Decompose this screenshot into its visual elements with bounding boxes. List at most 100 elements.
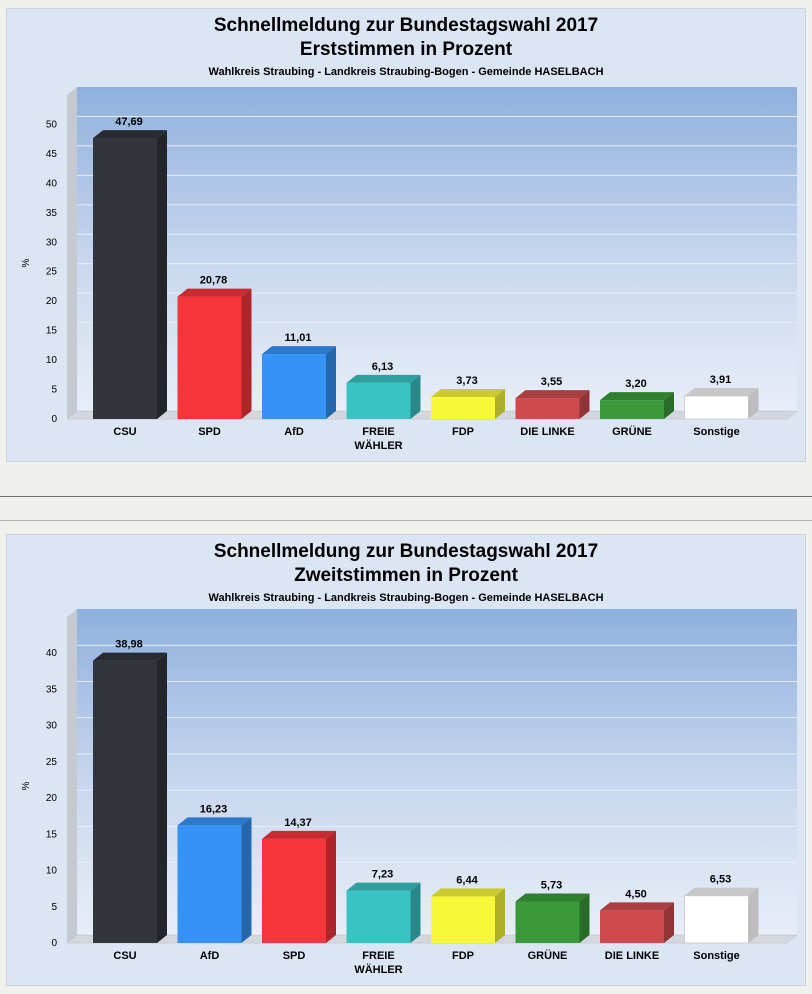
y-tick-label: 40 bbox=[46, 178, 58, 189]
category-label: CSU bbox=[113, 950, 136, 962]
bar-top bbox=[93, 652, 167, 661]
bar-front bbox=[177, 825, 242, 943]
category-label: SPD bbox=[198, 426, 221, 438]
chart-subtitle: Zweitstimmen in Prozent bbox=[294, 565, 518, 586]
bar-spd bbox=[177, 288, 252, 419]
bar-front bbox=[515, 901, 580, 943]
bar-top bbox=[346, 374, 421, 383]
bar-freie-wähler bbox=[346, 374, 421, 419]
chart-panel-erststimmen: Schnellmeldung zur Bundestagswahl 2017 E… bbox=[6, 8, 806, 462]
bar-top bbox=[515, 893, 590, 902]
bar-csu bbox=[93, 130, 167, 419]
value-label: 3,55 bbox=[541, 376, 562, 388]
y-tick-label: 25 bbox=[46, 267, 58, 278]
bar-side bbox=[326, 346, 336, 419]
plot-side-wall bbox=[67, 87, 77, 419]
chart-title: Schnellmeldung zur Bundestagswahl 2017 bbox=[213, 541, 599, 562]
separator-line-lower bbox=[0, 520, 812, 523]
y-tick-label: 30 bbox=[46, 721, 58, 732]
bar-top bbox=[515, 390, 590, 399]
value-label: 47,69 bbox=[115, 116, 143, 128]
bar-front bbox=[346, 382, 411, 419]
y-tick-label: 10 bbox=[46, 866, 58, 877]
value-label: 6,13 bbox=[372, 361, 393, 373]
category-label: FREIE bbox=[362, 950, 394, 962]
value-label: 3,91 bbox=[710, 374, 731, 386]
bar-front bbox=[93, 660, 157, 943]
bar-side bbox=[579, 893, 590, 943]
bar-front bbox=[684, 395, 749, 420]
bar-fdp bbox=[431, 888, 505, 943]
bar-sonstige bbox=[684, 387, 759, 420]
bar-top bbox=[431, 888, 505, 897]
value-label: 3,20 bbox=[625, 378, 646, 390]
bar-top bbox=[177, 817, 252, 826]
bar-front bbox=[600, 400, 664, 419]
category-label: Sonstige bbox=[693, 426, 739, 438]
category-label: DIE LINKE bbox=[520, 426, 574, 438]
y-tick-label: 40 bbox=[46, 648, 58, 659]
bar-freie-wähler bbox=[346, 882, 421, 943]
y-tick-label: 5 bbox=[51, 385, 57, 396]
y-tick-label: 0 bbox=[51, 414, 57, 425]
bar-fdp bbox=[431, 389, 505, 419]
category-label: WÄHLER bbox=[354, 963, 402, 976]
value-label: 5,73 bbox=[541, 879, 562, 891]
chart-region-subtitle: Wahlkreis Straubing - Landkreis Straubin… bbox=[208, 592, 604, 604]
bar-front bbox=[431, 896, 495, 943]
category-label: AfD bbox=[200, 950, 220, 962]
bar-side bbox=[579, 390, 590, 419]
y-tick-label: 20 bbox=[46, 296, 58, 307]
y-tick-label: 30 bbox=[46, 237, 58, 248]
bar-sonstige bbox=[684, 887, 759, 944]
separator-line bbox=[0, 496, 812, 497]
y-tick-label: 20 bbox=[46, 793, 58, 804]
bar-side bbox=[241, 288, 252, 419]
y-tick-label: 45 bbox=[46, 149, 58, 160]
y-tick-label: 15 bbox=[46, 829, 58, 840]
chart-panel-zweitstimmen: Schnellmeldung zur Bundestagswahl 2017 Z… bbox=[6, 534, 806, 986]
y-tick-label: 35 bbox=[46, 684, 58, 695]
bar-front bbox=[177, 296, 242, 419]
bar-die-linke bbox=[515, 390, 590, 419]
category-label: GRÜNE bbox=[612, 425, 652, 438]
chart-subtitle: Erststimmen in Prozent bbox=[299, 39, 513, 60]
bar-top bbox=[684, 387, 759, 396]
y-tick-label: 25 bbox=[46, 757, 58, 768]
bar-front bbox=[600, 910, 664, 943]
bar-front bbox=[515, 398, 580, 419]
value-label: 6,44 bbox=[456, 874, 478, 886]
bar-chart-erststimmen: 0 5 10 15 20 25 30 35 40 45 50% 47,69 CSU 20,78 SPD 11,… bbox=[21, 87, 798, 452]
value-label: 11,01 bbox=[285, 332, 312, 344]
bar-afd bbox=[262, 346, 336, 419]
bar-top bbox=[93, 130, 167, 139]
bar-front bbox=[93, 138, 157, 419]
y-tick-label: 10 bbox=[46, 355, 58, 366]
y-tick-label: 5 bbox=[51, 902, 57, 913]
bar-top bbox=[262, 346, 336, 355]
y-axis-label: % bbox=[21, 258, 32, 267]
bar-front bbox=[262, 838, 326, 943]
bar-spd bbox=[262, 830, 336, 943]
bar-top bbox=[600, 392, 674, 401]
category-label: FREIE bbox=[362, 426, 394, 438]
bar-front bbox=[346, 890, 411, 943]
bar-top bbox=[262, 830, 336, 839]
category-label: FDP bbox=[452, 950, 474, 962]
bar-top bbox=[346, 882, 421, 891]
bar-top bbox=[431, 389, 505, 398]
value-label: 14,37 bbox=[284, 817, 312, 829]
bar-die-linke bbox=[600, 902, 674, 943]
bar-grüne bbox=[515, 893, 590, 943]
bar-top bbox=[600, 902, 674, 911]
bar-side bbox=[748, 387, 759, 419]
value-label: 38,98 bbox=[115, 639, 143, 651]
category-label: DIE LINKE bbox=[605, 950, 659, 962]
category-label: Sonstige bbox=[693, 950, 739, 962]
bar-front bbox=[684, 895, 749, 944]
y-tick-label: 0 bbox=[51, 938, 57, 949]
chart-title: Schnellmeldung zur Bundestagswahl 2017 bbox=[213, 15, 599, 36]
bar-csu bbox=[93, 652, 167, 943]
y-tick-label: 35 bbox=[46, 208, 58, 219]
value-label: 6,53 bbox=[710, 874, 731, 886]
